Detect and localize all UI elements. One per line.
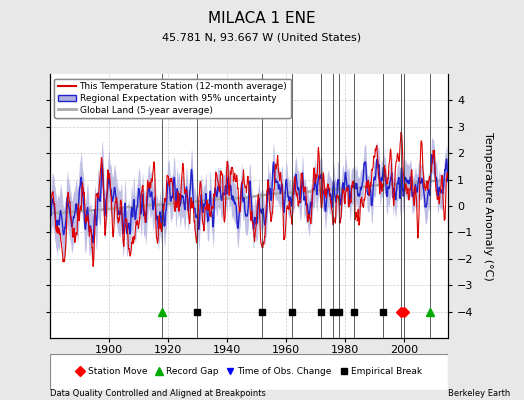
Y-axis label: Temperature Anomaly (°C): Temperature Anomaly (°C) [483,132,493,280]
FancyBboxPatch shape [50,354,448,390]
Text: Berkeley Earth: Berkeley Earth [448,389,510,398]
Text: 45.781 N, 93.667 W (United States): 45.781 N, 93.667 W (United States) [162,32,362,42]
Text: Data Quality Controlled and Aligned at Breakpoints: Data Quality Controlled and Aligned at B… [50,389,266,398]
Legend: This Temperature Station (12-month average), Regional Expectation with 95% uncer: This Temperature Station (12-month avera… [54,78,291,118]
Legend: Station Move, Record Gap, Time of Obs. Change, Empirical Break: Station Move, Record Gap, Time of Obs. C… [73,365,424,379]
Text: MILACA 1 ENE: MILACA 1 ENE [208,11,316,26]
